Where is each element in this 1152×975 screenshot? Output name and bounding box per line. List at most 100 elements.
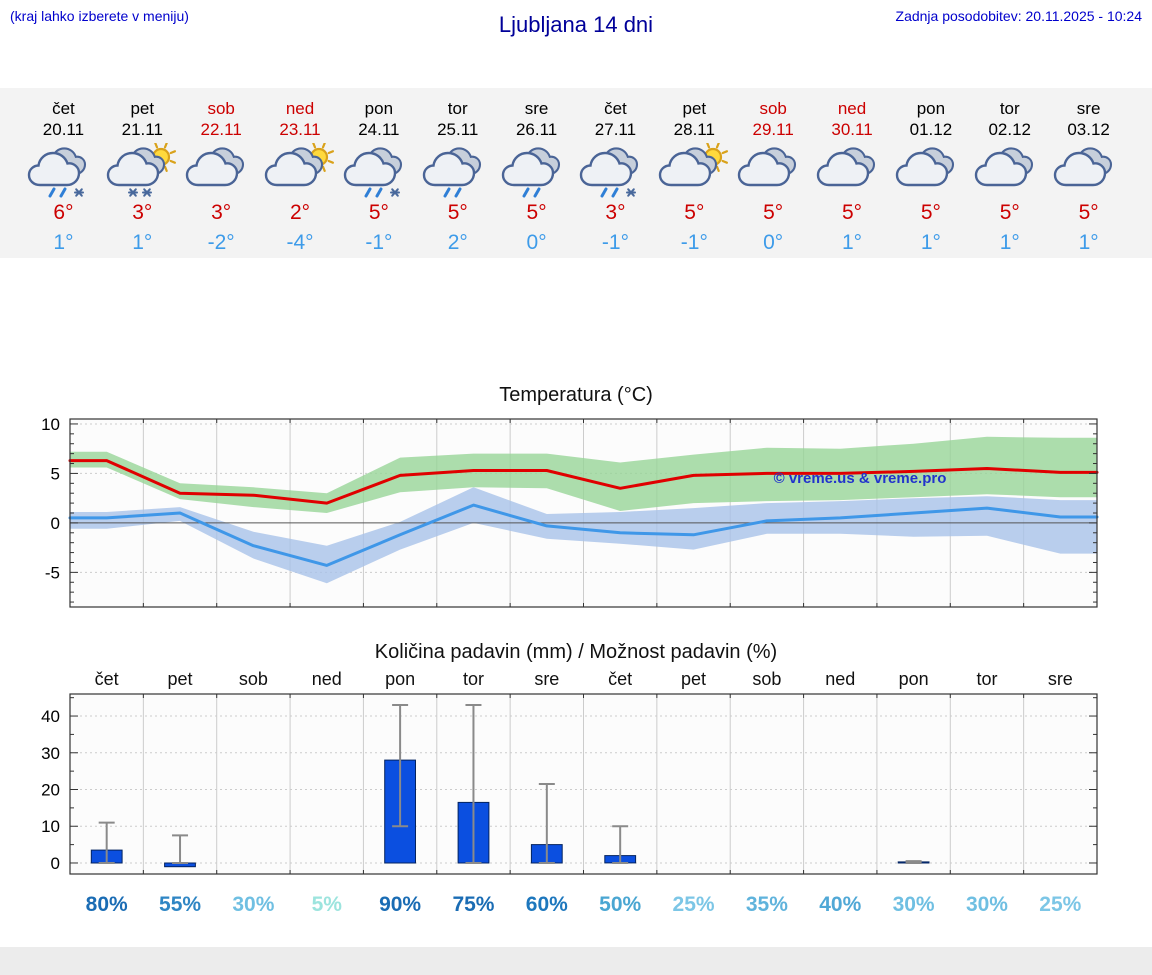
weather-icon-cloudy: [892, 143, 970, 199]
max-temp-line: [68, 459, 1099, 505]
error-whisker: [392, 704, 409, 828]
temperature-chart: -5 0 5 10 © vreme.us & vreme.pro: [41, 415, 1099, 608]
high-temp-label: 6°: [53, 201, 74, 224]
precip-day-label: ned: [312, 669, 342, 689]
day-date-label: 26.11: [515, 120, 558, 139]
forecast-strip: čet 20.11 6° 1° pet 21.11 3° 1° sob 22.11 3° -2° ned…: [0, 88, 1152, 258]
day-column: pet 21.11 3° 1°: [103, 88, 182, 258]
low-temp-label: 1°: [53, 231, 74, 254]
low-temp-label: 1°: [1078, 231, 1099, 254]
day-column: pon 01.12 5° 1°: [891, 88, 970, 258]
low-temp-label: -1°: [680, 231, 708, 254]
weather-icon-rain: [498, 143, 576, 199]
min-range-band: [70, 487, 1097, 584]
location-hint: (kraj lahko izberete v meniju): [10, 8, 189, 24]
error-whisker: [612, 825, 629, 864]
day-column: sre 03.12 5° 1°: [1049, 88, 1128, 258]
weather-icon-cloudy: [734, 143, 812, 199]
precip-day-label: čet: [95, 669, 119, 689]
day-column: pon 24.11 5° -1°: [339, 88, 418, 258]
precipitation-chart: 0 10 20 30 40 čet pet sob ned pon tor sre čet pet sob n…: [41, 669, 1098, 916]
high-temp-label: 5°: [1078, 201, 1099, 224]
day-date-label: 29.11: [752, 120, 794, 139]
weather-icon-cloudy: [182, 143, 260, 199]
high-temp-label: 5°: [841, 201, 863, 224]
high-temp-label: 5°: [999, 201, 1020, 224]
day-name-label: ned: [285, 99, 315, 118]
precip-probability-label: 25%: [1039, 893, 1081, 916]
precip-day-label: sob: [752, 669, 781, 689]
day-name-label: ned: [837, 99, 867, 118]
day-name-label: tor: [447, 99, 468, 118]
day-name-label: sre: [524, 99, 549, 118]
precip-probability-label: 30%: [232, 893, 274, 916]
day-date-label: 21.11: [121, 120, 163, 139]
precipitation-chart-title: Količina padavin (mm) / Možnost padavin …: [374, 641, 778, 663]
day-date-label: 27.11: [594, 120, 637, 139]
precip-day-label: pon: [385, 669, 415, 689]
day-date-label: 03.12: [1067, 120, 1110, 139]
day-name-label: pet: [682, 99, 707, 118]
day-name-label: čet: [604, 99, 627, 118]
day-column: tor 02.12 5° 1°: [970, 88, 1049, 258]
high-temp-label: 5°: [763, 201, 784, 224]
day-column: sob 22.11 3° -2°: [182, 88, 261, 258]
precip-ytick-label: 30: [41, 744, 60, 763]
temp-ytick-label: 5: [51, 464, 60, 483]
temp-ytick-label: -5: [45, 563, 60, 582]
max-range-band: [70, 436, 1097, 513]
precip-probability-label: 50%: [599, 893, 641, 916]
high-temp-label: 5°: [684, 201, 705, 224]
temp-ytick-label: 10: [41, 415, 60, 434]
chart-watermark: © vreme.us & vreme.pro: [774, 470, 947, 487]
day-date-label: 30.11: [831, 120, 873, 139]
error-whisker: [905, 860, 922, 864]
high-temp-label: 3°: [605, 201, 626, 224]
day-column: ned 30.11 5° 1°: [813, 88, 892, 258]
precip-day-label: ned: [825, 669, 855, 689]
weather-icon-partly-sunny: [655, 143, 733, 199]
high-temp-label: 5°: [920, 201, 941, 224]
day-column: ned 23.11 2° -4°: [261, 88, 340, 258]
precip-probability-label: 60%: [526, 893, 568, 916]
day-date-label: 01.12: [909, 120, 953, 139]
precip-ytick-label: 20: [41, 781, 60, 800]
precip-ytick-label: 0: [51, 854, 60, 873]
error-whisker: [538, 783, 555, 864]
day-name-label: pon: [916, 99, 946, 118]
precip-probability-label: 40%: [819, 893, 861, 916]
day-name-label: pet: [130, 99, 155, 118]
precip-ytick-label: 10: [41, 817, 60, 836]
day-date-label: 02.12: [988, 120, 1032, 139]
page-title: Ljubljana 14 dni: [498, 12, 654, 37]
high-temp-label: 5°: [368, 201, 389, 224]
temp-ytick-label: 0: [51, 514, 60, 533]
precip-day-label: pet: [168, 669, 193, 689]
precip-probability-label: 35%: [746, 893, 788, 916]
day-date-label: 20.11: [42, 120, 85, 139]
low-temp-label: 0°: [526, 231, 547, 254]
day-column: čet 27.11 3° -1°: [576, 88, 655, 258]
day-name-label: sre: [1076, 99, 1101, 118]
day-name-label: sob: [759, 99, 787, 118]
weather-icon-rain-snow: [24, 143, 102, 199]
day-date-label: 23.11: [279, 120, 321, 139]
day-column: sre 26.11 5° 0°: [497, 88, 576, 258]
error-whisker: [172, 834, 189, 864]
min-temp-line: [68, 503, 1099, 567]
temperature-chart-title: Temperatura (°C): [499, 384, 653, 406]
precip-day-label: čet: [608, 669, 632, 689]
low-temp-label: 1°: [920, 231, 941, 254]
low-temp-label: -1°: [601, 231, 629, 254]
day-name-label: čet: [52, 99, 75, 118]
day-column: tor 25.11 5° 2°: [418, 88, 497, 258]
precip-probability-label: 25%: [673, 893, 715, 916]
day-name-label: pon: [364, 99, 394, 118]
error-whisker: [98, 821, 115, 864]
day-column: čet 20.11 6° 1°: [24, 88, 103, 258]
day-date-label: 24.11: [358, 120, 400, 139]
day-column: sob 29.11 5° 0°: [734, 88, 813, 258]
weather-icon-partly-sunny: [261, 143, 339, 199]
footer-bar: [0, 947, 1152, 975]
high-temp-label: 3°: [211, 201, 232, 224]
